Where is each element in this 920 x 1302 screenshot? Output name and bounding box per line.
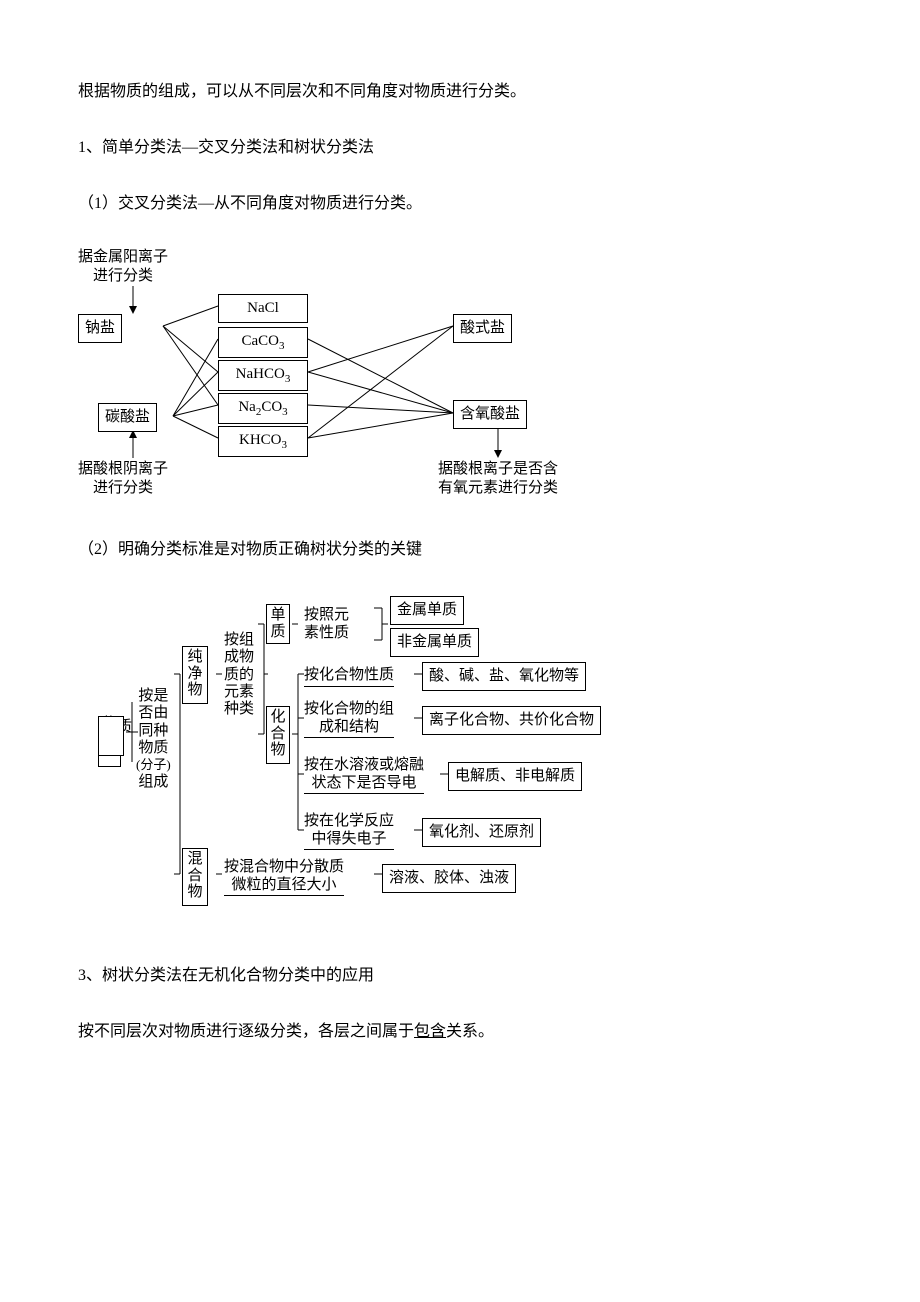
d2-pure: 纯净物 — [182, 646, 208, 704]
d2-metal: 金属单质 — [390, 596, 464, 625]
d2-elem: 单质 — [266, 604, 290, 644]
d1-left-1: 钠盐 — [78, 314, 122, 343]
d2-comp-c2: 按化合物的组成和结构 — [304, 700, 394, 738]
d1-top-left-label: 据金属阳离子进行分类 — [78, 248, 168, 286]
sub-2: （2）明确分类标准是对物质正确树状分类的关键 — [78, 538, 842, 562]
cross-classification-diagram: 据金属阳离子进行分类 钠盐 碳酸盐 据酸根阴离子进行分类 NaCl CaCO3 … — [78, 248, 842, 508]
d2-comp-r4: 氧化剂、还原剂 — [422, 818, 541, 847]
d1-bot-left-label: 据酸根阴离子进行分类 — [78, 460, 168, 498]
d1-c4: Na2CO3 — [218, 393, 308, 424]
d1-bot-right-label: 据酸根离子是否含有氧元素进行分类 — [438, 460, 558, 498]
d2-comp-r3: 电解质、非电解质 — [448, 762, 582, 791]
d2-comp-c4: 按在化学反应中得失电子 — [304, 812, 394, 850]
d1-c5: KHCO3 — [218, 426, 308, 457]
d2-comp-c1: 按化合物性质 — [304, 666, 394, 687]
d1-c1: NaCl — [218, 294, 308, 323]
d2-nonmetal: 非金属单质 — [390, 628, 479, 657]
d2-comp: 化合物 — [266, 706, 290, 764]
d2-mix-r: 溶液、胶体、浊液 — [382, 864, 516, 893]
heading-1: 1、简单分类法—交叉分类法和树状分类法 — [78, 136, 842, 160]
d2-comp-r2: 离子化合物、共价化合物 — [422, 706, 601, 735]
tree-classification-diagram: 物质 物质 物质 按是 否由 同种 物质 (分子) 组成 纯净物 混合物 按组 … — [98, 594, 842, 924]
d2-elem-crit: 按照元素性质 — [304, 606, 349, 642]
d2-mix: 混合物 — [182, 848, 208, 906]
heading-3: 3、树状分类法在无机化合物分类中的应用 — [78, 964, 842, 988]
d1-right-1: 酸式盐 — [453, 314, 512, 343]
d2-mix-crit: 按混合物中分散质微粒的直径大小 — [224, 858, 344, 896]
d1-left-2: 碳酸盐 — [98, 403, 157, 432]
d1-c3: NaHCO3 — [218, 360, 308, 391]
d2-crit1: 按组 成物 质的 元素 种类 — [224, 632, 254, 718]
d2-comp-r1: 酸、碱、盐、氧化物等 — [422, 662, 586, 691]
para-3: 按不同层次对物质进行逐级分类，各层之间属于包含关系。 — [78, 1020, 842, 1044]
d2-crit0: 按是 否由 同种 物质 (分子) 组成 — [136, 688, 171, 792]
d1-right-2: 含氧酸盐 — [453, 400, 527, 429]
intro-text: 根据物质的组成，可以从不同层次和不同角度对物质进行分类。 — [78, 80, 842, 104]
sub-1: （1）交叉分类法—从不同角度对物质进行分类。 — [78, 192, 842, 216]
d1-c2: CaCO3 — [218, 327, 308, 358]
d2-comp-c3: 按在水溶液或熔融状态下是否导电 — [304, 756, 424, 794]
